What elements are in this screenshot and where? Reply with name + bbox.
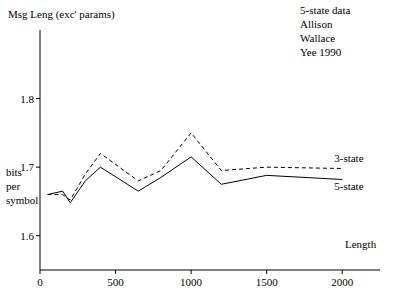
annotation: Yee 1990: [300, 46, 342, 58]
series-line: [48, 133, 343, 200]
x-tick-label: 1500: [256, 276, 279, 288]
x-tick-label: 1000: [180, 276, 203, 288]
y-unit-word: per: [6, 180, 20, 192]
annotation: 5-state data: [300, 4, 351, 16]
annotation: Allison: [300, 18, 333, 30]
y-tick-label: 1.7: [20, 161, 34, 173]
x-tick-label: 0: [37, 276, 43, 288]
y-axis-label: Msg Leng (exc' params): [8, 8, 115, 21]
annotation: Wallace: [300, 32, 335, 44]
x-axis: [40, 270, 380, 271]
y-tick-label: 1.8: [20, 93, 34, 105]
y-tick: [36, 98, 40, 99]
chart: 1.6 1.7 1.8 0 500 1000 1500 2000 Msg Leng (exc' …: [0, 0, 400, 300]
x-tick-label: 500: [107, 276, 124, 288]
x-tick: [342, 270, 343, 274]
series-label: 3-state: [334, 152, 363, 164]
plot-area: [48, 133, 343, 203]
x-tick: [40, 270, 41, 274]
series-label: 5-state: [334, 180, 363, 192]
y-tick-label: 1.6: [20, 230, 34, 242]
x-axis-label: Length: [345, 238, 377, 250]
series-line: [48, 157, 343, 203]
y-unit-word: symbol: [6, 194, 38, 206]
y-tick: [36, 235, 40, 236]
x-tick: [266, 270, 267, 274]
y-unit-label: bits per symbol: [6, 166, 38, 206]
y-axis: [40, 30, 41, 270]
x-tick: [191, 270, 192, 274]
y-unit-word: bits: [6, 166, 22, 178]
y-tick: [36, 167, 40, 168]
x-tick: [115, 270, 116, 274]
x-tick-label: 2000: [331, 276, 354, 288]
